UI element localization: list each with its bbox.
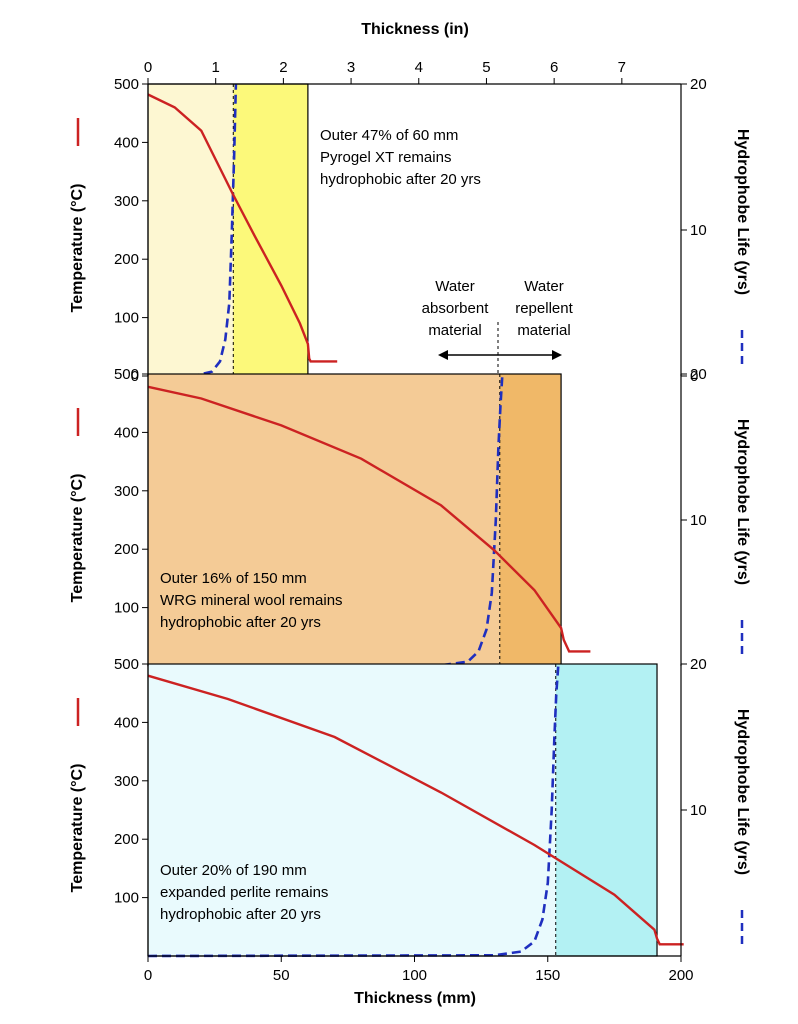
absorbent-region: [148, 84, 234, 376]
hydrophobe-life-line: [147, 83, 238, 378]
panel-annotation-line: hydrophobic after 20 yrs: [160, 906, 321, 923]
right-tick-label: 20: [690, 656, 707, 673]
right-tick-label: 20: [690, 76, 707, 93]
temperature-line: [147, 93, 338, 363]
top-tick-label: 6: [550, 59, 558, 76]
left-tick-label: 500: [114, 76, 139, 93]
panel-expanded-perlite: Outer 20% of 190 mm expanded perlite rema…: [147, 663, 684, 958]
top-tick-label: 1: [212, 59, 220, 76]
top-tick-label: 2: [279, 59, 287, 76]
split-annotation: Water absorbent material Water repellent mate…: [422, 278, 574, 374]
repellent-region: [555, 664, 658, 956]
split-right-label: material: [517, 322, 570, 339]
left-axis-title-group: Temperature (°C): [69, 408, 86, 602]
top-tick-label: 0: [144, 59, 152, 76]
hydrophobe-life-line: [147, 663, 560, 958]
left-tick-label: 100: [114, 600, 139, 617]
temperature-line: [147, 674, 684, 946]
panel-annotation-line: Outer 16% of 150 mm: [160, 570, 307, 587]
left-tick-label: 500: [114, 656, 139, 673]
absorbent-region: [148, 374, 500, 666]
left-axis-title: Temperature (°C): [69, 474, 86, 603]
bottom-tick-label: 150: [535, 967, 560, 984]
panel-annotation-line: hydrophobic after 20 yrs: [160, 614, 321, 631]
hydrophobe-life-line: [147, 373, 504, 668]
right-tick-label: 0: [690, 368, 698, 385]
panel-wrg-mineral-wool: Outer 16% of 150 mm WRG mineral wool rema…: [147, 373, 591, 668]
left-tick-label: 100: [114, 890, 139, 907]
right-tick-label: 20: [690, 366, 707, 383]
left-tick-label: 100: [114, 310, 139, 327]
right-axis-title: Hydrophobe Life (yrs): [734, 709, 751, 875]
left-axis-title: Temperature (°C): [69, 184, 86, 313]
top-tick-label: 3: [347, 59, 355, 76]
bottom-tick-label: 200: [668, 967, 693, 984]
split-left-label: absorbent: [422, 300, 490, 317]
panel-annotation-line: Outer 47% of 60 mm: [320, 127, 458, 144]
panel-annotation-line: Pyrogel XT remains: [320, 149, 451, 166]
top-tick-label: 5: [482, 59, 490, 76]
panel-pyrogel: Outer 47% of 60 mm Pyrogel XT remains hydr…: [147, 83, 481, 378]
top-tick-label: 4: [415, 59, 423, 76]
repellent-region: [499, 374, 562, 666]
right-axis-title: Hydrophobe Life (yrs): [734, 419, 751, 585]
split-left-label: material: [428, 322, 481, 339]
right-tick-label: 10: [690, 512, 707, 529]
left-axis-title: Temperature (°C): [69, 764, 86, 893]
bottom-axis-title: Thickness (mm): [354, 990, 476, 1007]
left-tick-label: 500: [114, 366, 139, 383]
left-tick-label: 400: [114, 134, 139, 151]
left-tick-label: 400: [114, 714, 139, 731]
top-tick-label: 7: [618, 59, 626, 76]
left-tick-label: 0: [131, 368, 139, 385]
right-axis-title: Hydrophobe Life (yrs): [734, 129, 751, 295]
top-axis-title: Thickness (in): [361, 21, 469, 38]
right-tick-label: 10: [690, 222, 707, 239]
right-axis-title-group: Hydrophobe Life (yrs): [734, 129, 751, 364]
repellent-region: [233, 84, 308, 376]
absorbent-region: [148, 664, 556, 956]
left-tick-label: 200: [114, 541, 139, 558]
right-tick-label: 10: [690, 802, 707, 819]
left-axis-title-group: Temperature (°C): [69, 698, 86, 892]
left-tick-label: 300: [114, 773, 139, 790]
left-tick-label: 400: [114, 424, 139, 441]
panel-annotation-line: expanded perlite remains: [160, 884, 328, 901]
temperature-line: [147, 385, 591, 653]
panels-layer: Outer 47% of 60 mm Pyrogel XT remains hydr…: [147, 83, 684, 958]
split-right-label: repellent: [515, 300, 573, 317]
split-right-label: Water: [524, 278, 563, 295]
right-axis-title-group: Hydrophobe Life (yrs): [734, 419, 751, 654]
left-tick-label: 200: [114, 831, 139, 848]
panel-annotation-line: Outer 20% of 190 mm: [160, 862, 307, 879]
bottom-tick-label: 0: [144, 967, 152, 984]
panel-annotation-line: hydrophobic after 20 yrs: [320, 171, 481, 188]
left-tick-label: 300: [114, 483, 139, 500]
bottom-tick-label: 50: [273, 967, 290, 984]
bottom-tick-label: 100: [402, 967, 427, 984]
split-left-label: Water: [435, 278, 474, 295]
left-tick-label: 200: [114, 251, 139, 268]
left-axis-title-group: Temperature (°C): [69, 118, 86, 312]
panel-annotation-line: WRG mineral wool remains: [160, 592, 343, 609]
right-axis-title-group: Hydrophobe Life (yrs): [734, 709, 751, 944]
left-tick-label: 300: [114, 193, 139, 210]
